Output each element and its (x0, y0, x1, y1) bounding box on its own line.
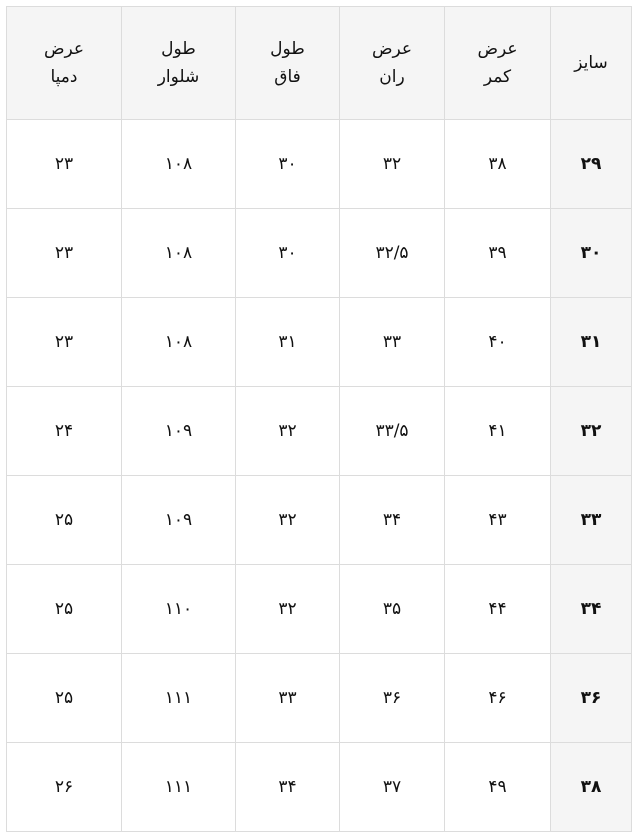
size-cell: ۳۸ (550, 742, 632, 832)
size-cell: ۳۲ (550, 386, 632, 476)
size-cell: ۳۰ (550, 208, 632, 298)
column-header-label: عرض (371, 39, 413, 59)
table-cell: ۴۹ (444, 742, 551, 832)
column-header: سایز (550, 6, 632, 120)
table-cell: ۳۹ (444, 208, 551, 298)
table-cell: ۱۰۹ (121, 386, 236, 476)
size-cell: ۳۳ (550, 475, 632, 565)
table-row: ۳۸ ۴۹ ۳۷ ۳۴ ۱۱۱ ۲۶ (6, 742, 632, 832)
table-cell: ۴۱ (444, 386, 551, 476)
column-header-label: کمر (483, 67, 512, 87)
table-cell: ۳۳/۵ (339, 386, 445, 476)
table-row: ۳۰ ۳۹ ۳۲/۵ ۳۰ ۱۰۸ ۲۳ (6, 208, 632, 298)
table-row: ۳۶ ۴۶ ۳۶ ۳۳ ۱۱۱ ۲۵ (6, 653, 632, 743)
table-cell: ۳۱ (235, 297, 340, 387)
table-cell: ۳۴ (339, 475, 445, 565)
table-row: ۳۴ ۴۴ ۳۵ ۳۲ ۱۱۰ ۲۵ (6, 564, 632, 654)
column-header: طول شلوار (121, 6, 236, 120)
table-cell: ۴۶ (444, 653, 551, 743)
table-cell: ۳۵ (339, 564, 445, 654)
table-cell: ۱۰۸ (121, 208, 236, 298)
table-cell: ۴۴ (444, 564, 551, 654)
size-cell: ۳۱ (550, 297, 632, 387)
table-cell: ۳۸ (444, 119, 551, 209)
size-chart-table: سایز عرض کمر عرض ران طول فاق طول شلوار عرض دمپا ۲۹… (6, 6, 632, 832)
table-row: ۲۹ ۳۸ ۳۲ ۳۰ ۱۰۸ ۲۳ (6, 119, 632, 209)
column-header: عرض دمپا (6, 6, 122, 120)
column-header: عرض کمر (444, 6, 551, 120)
table-cell: ۲۴ (6, 386, 122, 476)
table-row: ۳۳ ۴۳ ۳۴ ۳۲ ۱۰۹ ۲۵ (6, 475, 632, 565)
size-cell: ۳۴ (550, 564, 632, 654)
column-header-label: عرض (477, 39, 518, 59)
column-header-label: عرض (43, 39, 85, 59)
table-cell: ۲۳ (6, 297, 122, 387)
table-cell: ۳۶ (339, 653, 445, 743)
size-cell: ۲۹ (550, 119, 632, 209)
table-cell: ۱۰۹ (121, 475, 236, 565)
table-cell: ۳۴ (235, 742, 340, 832)
table-cell: ۱۰۸ (121, 297, 236, 387)
table-cell: ۱۱۰ (121, 564, 236, 654)
table-cell: ۲۵ (6, 653, 122, 743)
table-cell: ۲۳ (6, 208, 122, 298)
table-cell: ۳۷ (339, 742, 445, 832)
table-cell: ۳۰ (235, 119, 340, 209)
column-header: عرض ران (339, 6, 445, 120)
table-cell: ۳۳ (339, 297, 445, 387)
table-cell: ۳۲ (339, 119, 445, 209)
table-cell: ۳۲ (235, 475, 340, 565)
column-header: طول فاق (235, 6, 340, 120)
column-header-label: فاق (274, 67, 301, 87)
table-cell: ۲۵ (6, 475, 122, 565)
table-cell: ۱۰۸ (121, 119, 236, 209)
table-cell: ۱۱۱ (121, 742, 236, 832)
table-cell: ۱۱۱ (121, 653, 236, 743)
table-cell: ۲۶ (6, 742, 122, 832)
header-row: سایز عرض کمر عرض ران طول فاق طول شلوار عرض دمپا (6, 6, 632, 120)
table-row: ۳۱ ۴۰ ۳۳ ۳۱ ۱۰۸ ۲۳ (6, 297, 632, 387)
table-cell: ۳۲ (235, 386, 340, 476)
table-cell: ۳۲/۵ (339, 208, 445, 298)
table-row: ۳۲ ۴۱ ۳۳/۵ ۳۲ ۱۰۹ ۲۴ (6, 386, 632, 476)
column-header-label: سایز (574, 53, 608, 73)
column-header-label: طول (161, 39, 196, 59)
table-cell: ۴۰ (444, 297, 551, 387)
column-header-label: شلوار (157, 67, 200, 87)
column-header-label: دمپا (50, 67, 78, 87)
column-header-label: طول (270, 39, 305, 59)
table-cell: ۳۰ (235, 208, 340, 298)
table-cell: ۴۳ (444, 475, 551, 565)
column-header-label: ران (379, 67, 405, 87)
table-cell: ۳۳ (235, 653, 340, 743)
size-cell: ۳۶ (550, 653, 632, 743)
table-cell: ۲۳ (6, 119, 122, 209)
table-cell: ۳۲ (235, 564, 340, 654)
table-cell: ۲۵ (6, 564, 122, 654)
